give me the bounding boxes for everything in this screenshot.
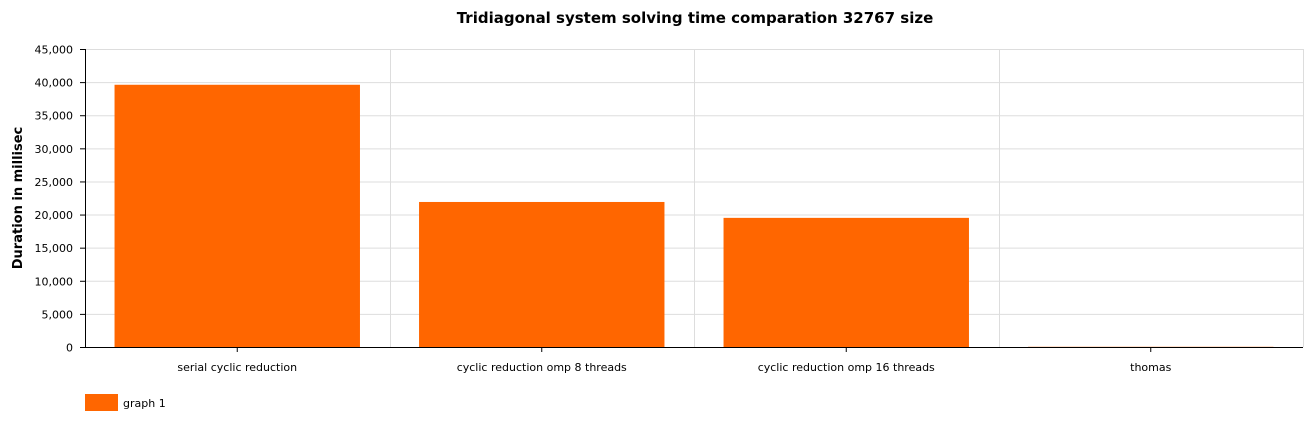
bar[interactable] (723, 217, 969, 347)
y-tick-label: 10,000 (35, 275, 74, 288)
y-tick-label: 5,000 (42, 308, 74, 321)
y-tick-label: 15,000 (35, 242, 74, 255)
chart-title: Tridiagonal system solving time comparat… (457, 9, 934, 27)
bars (114, 84, 1274, 347)
x-tick-label: cyclic reduction omp 16 threads (758, 361, 935, 374)
y-axis-label: Duration in millisec (11, 127, 26, 269)
legend-label: graph 1 (123, 397, 166, 410)
y-tick-label: 35,000 (35, 110, 74, 123)
x-tick-label: serial cyclic reduction (177, 361, 297, 374)
legend-swatch (85, 394, 118, 411)
bar[interactable] (114, 84, 360, 347)
legend[interactable]: graph 1 (85, 394, 166, 411)
y-tick-label: 45,000 (35, 44, 74, 57)
y-tick-label: 20,000 (35, 209, 74, 222)
y-tick-label: 30,000 (35, 143, 74, 156)
x-ticks: serial cyclic reduction cyclic reduction … (177, 347, 1172, 374)
y-tick-label: 25,000 (35, 176, 74, 189)
axes (85, 49, 1303, 348)
x-tick-label: thomas (1130, 361, 1171, 374)
x-tick-label: cyclic reduction omp 8 threads (457, 361, 627, 374)
bar[interactable] (419, 201, 665, 347)
y-ticks: 0 5,000 10,000 15,000 20,000 25,000 30,000 35,0… (35, 44, 85, 355)
y-tick-label: 40,000 (35, 77, 74, 90)
y-tick-label: 0 (66, 342, 73, 355)
